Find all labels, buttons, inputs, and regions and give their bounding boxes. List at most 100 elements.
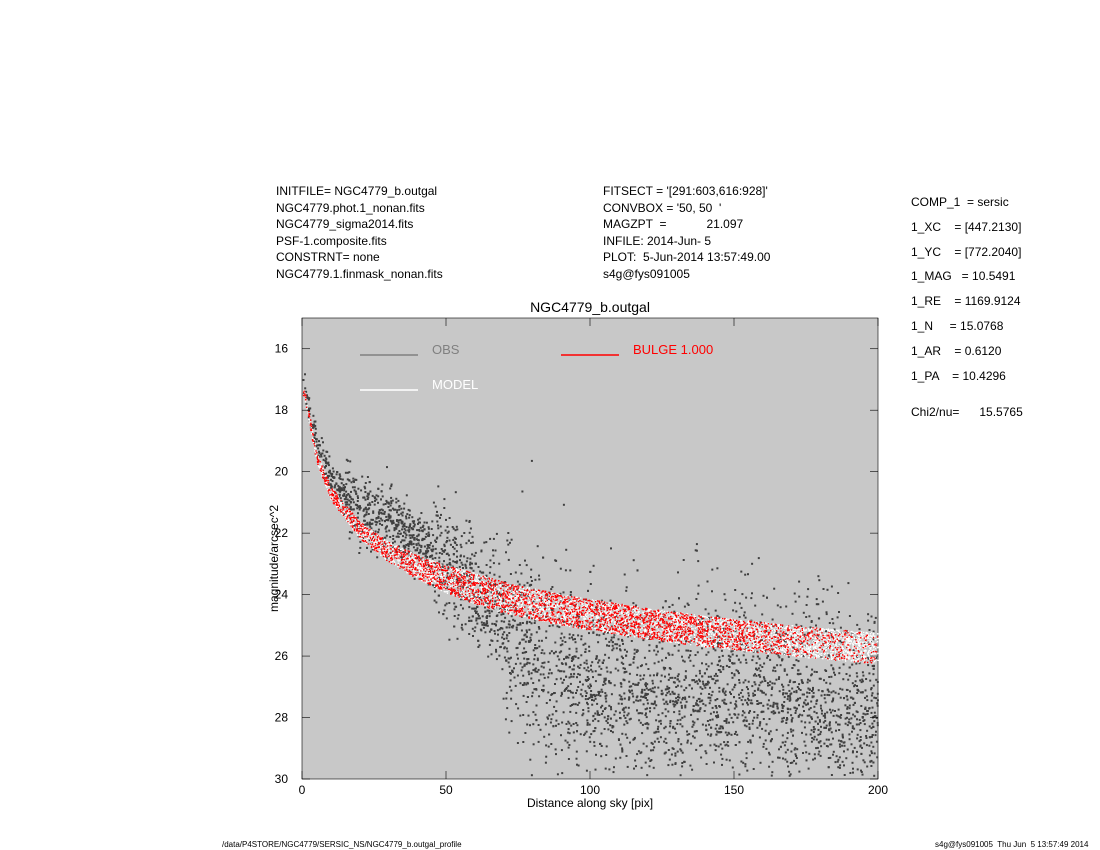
obs-point	[757, 667, 760, 670]
obs-point	[848, 666, 851, 669]
obs-point	[508, 632, 511, 634]
obs-point	[876, 699, 879, 702]
obs-point	[777, 678, 780, 680]
obs-point	[464, 563, 467, 566]
obs-point	[811, 668, 814, 671]
obs-point	[718, 616, 721, 619]
obs-point	[767, 684, 769, 687]
obs-point	[567, 728, 570, 731]
obs-point	[837, 708, 840, 711]
obs-point	[513, 619, 516, 622]
obs-point	[858, 718, 861, 721]
model-point	[760, 643, 762, 645]
obs-point	[505, 659, 508, 662]
model-point	[682, 639, 684, 641]
obs-point	[418, 544, 421, 547]
obs-point	[364, 498, 367, 501]
obs-point	[676, 723, 679, 725]
obs-point	[522, 694, 525, 697]
obs-point	[742, 720, 745, 723]
obs-point	[392, 534, 395, 537]
model-point	[508, 599, 510, 601]
obs-point	[533, 654, 536, 657]
obs-point	[656, 672, 659, 675]
obs-point	[771, 771, 774, 774]
model-point	[829, 653, 832, 655]
model-point	[378, 540, 381, 542]
model-point	[708, 619, 710, 621]
obs-point	[471, 607, 474, 610]
model-point	[556, 614, 559, 616]
obs-point	[709, 719, 712, 722]
obs-point	[618, 644, 621, 647]
obs-point	[428, 544, 431, 547]
obs-point	[335, 482, 338, 485]
obs-point	[574, 641, 577, 644]
model-point	[798, 633, 800, 635]
obs-point	[740, 760, 743, 763]
obs-point	[858, 740, 861, 743]
obs-point	[497, 633, 499, 636]
obs-point	[874, 616, 877, 619]
model-point	[793, 634, 795, 636]
model-point	[724, 618, 727, 621]
obs-point	[741, 703, 744, 706]
obs-point	[689, 650, 692, 652]
obs-point	[792, 734, 794, 737]
obs-point	[656, 674, 658, 677]
obs-point	[396, 511, 398, 514]
obs-point	[432, 534, 435, 537]
obs-point	[649, 707, 652, 710]
obs-point	[738, 602, 741, 605]
obs-point	[815, 671, 818, 673]
model-point	[610, 612, 612, 614]
obs-point	[623, 723, 626, 726]
obs-point	[800, 625, 803, 628]
obs-point	[573, 672, 576, 675]
obs-point	[478, 644, 481, 647]
obs-point	[851, 751, 854, 754]
obs-point	[872, 667, 875, 670]
obs-point	[565, 688, 567, 690]
obs-point	[753, 711, 756, 713]
obs-point	[618, 711, 621, 714]
model-point	[842, 638, 844, 640]
obs-point	[503, 637, 506, 640]
obs-point	[792, 664, 795, 666]
obs-point	[788, 695, 791, 698]
obs-point	[587, 666, 590, 669]
obs-point	[770, 694, 773, 697]
obs-point	[703, 672, 706, 675]
obs-point	[642, 695, 645, 698]
obs-point	[609, 717, 612, 720]
obs-point	[588, 632, 590, 635]
model-point	[758, 627, 760, 629]
obs-point	[574, 655, 577, 658]
obs-point	[831, 635, 834, 638]
obs-point	[626, 714, 629, 717]
obs-point	[355, 492, 358, 495]
obs-point	[650, 690, 653, 693]
obs-point	[696, 651, 699, 654]
obs-point	[819, 733, 822, 736]
obs-point	[872, 673, 875, 676]
obs-point	[661, 712, 664, 715]
obs-point	[475, 612, 477, 614]
obs-point	[453, 625, 456, 628]
obs-point	[560, 691, 563, 694]
obs-point	[332, 470, 335, 473]
model-point	[865, 642, 868, 644]
obs-point	[648, 649, 651, 652]
obs-point	[715, 724, 718, 727]
obs-point	[449, 543, 452, 546]
model-point	[768, 651, 771, 653]
obs-point	[328, 469, 331, 472]
obs-point	[385, 534, 388, 537]
obs-point	[436, 514, 439, 517]
model-point	[627, 629, 629, 631]
obs-point	[860, 769, 862, 772]
obs-point	[733, 674, 736, 677]
model-point	[461, 589, 463, 592]
obs-point	[530, 568, 533, 571]
obs-point	[722, 627, 725, 630]
